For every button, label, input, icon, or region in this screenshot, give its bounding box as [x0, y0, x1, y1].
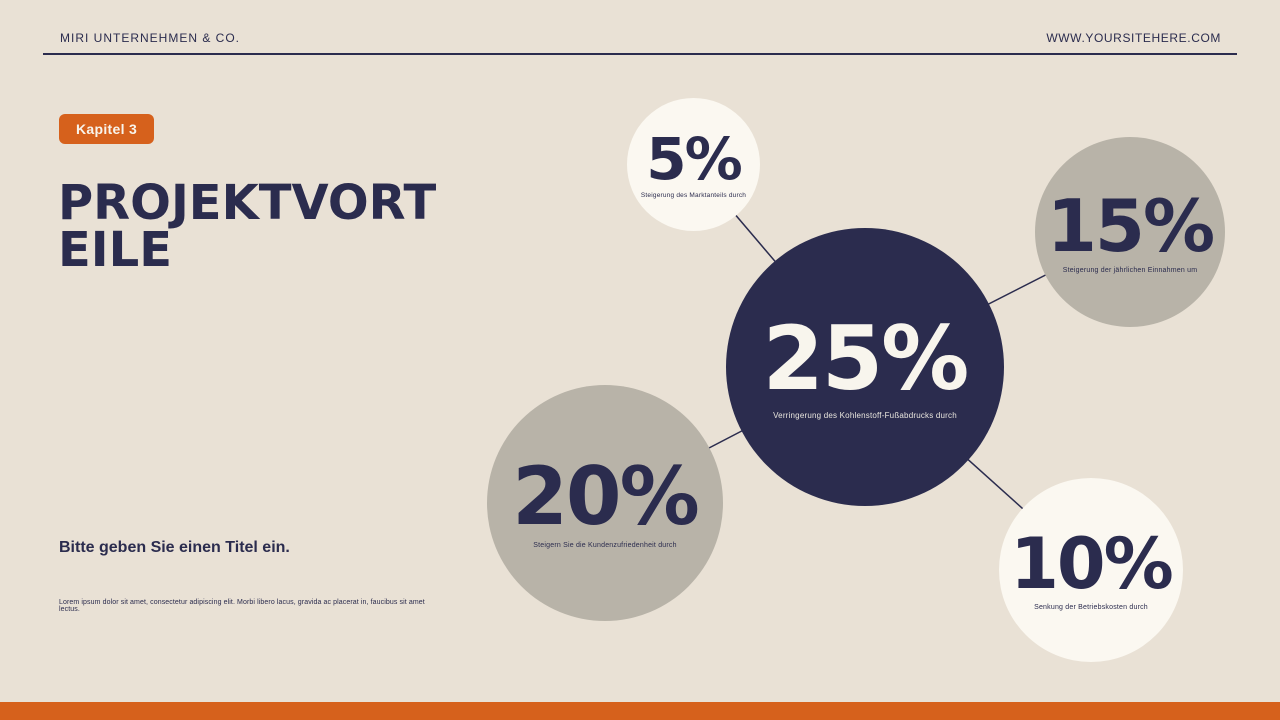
bubble-5-caption: Steigerung des Marktanteils durch — [640, 192, 747, 199]
bubble-10-value: 10% — [1010, 523, 1174, 605]
slide-subtitle: Bitte geben Sie einen Titel ein. — [59, 539, 290, 556]
bubble-20-caption: Steigern Sie die Kundenzufriedenheit dur… — [533, 542, 677, 549]
bubble-20-percent: 20% Steigern Sie die Kundenzufriedenheit… — [487, 385, 723, 621]
bubble-25-percent: 25% Verringerung des Kohlenstoff-Fußabdr… — [726, 228, 1004, 506]
body-placeholder-text: Lorem ipsum dolor sit amet, consectetur … — [59, 599, 425, 613]
company-name: MIRI UNTERNEHMEN & CO. — [60, 31, 241, 45]
bubble-15-caption: Steigerung der jährlichen Einnahmen um — [1062, 267, 1198, 274]
slide-title-line-2: EILE — [58, 222, 173, 278]
chapter-badge: Kapitel 3 — [59, 114, 155, 144]
bubble-5-value: 5% — [646, 125, 742, 193]
bubble-10-percent: 10% Senkung der Betriebskosten durch — [999, 478, 1183, 662]
bottom-accent-bar — [0, 702, 1280, 720]
bubble-25-value: 25% — [762, 306, 970, 410]
slide-title: PROJEKTVORT EILE — [58, 175, 437, 278]
header-divider — [43, 53, 1237, 55]
bubble-10-caption: Senkung der Betriebskosten durch — [1034, 604, 1148, 611]
bubble-15-value: 15% — [1046, 184, 1215, 268]
website-url: WWW.YOURSITEHERE.COM — [1046, 31, 1221, 45]
bubble-15-percent: 15% Steigerung der jährlichen Einnahmen … — [1035, 137, 1225, 327]
bubble-5-percent: 5% Steigerung des Marktanteils durch — [627, 98, 760, 231]
slide-title-line-1: PROJEKTVORT — [58, 175, 437, 231]
bubble-20-value: 20% — [512, 450, 699, 543]
bubble-25-caption: Verringerung des Kohlenstoff-Fußabdrucks… — [773, 410, 957, 420]
